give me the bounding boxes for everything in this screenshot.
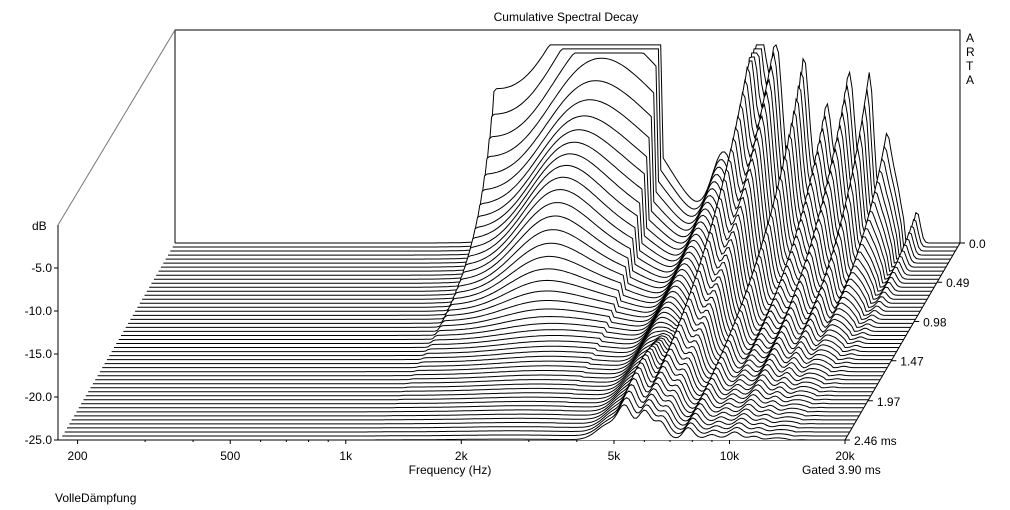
z-tick-label: 1.97 xyxy=(877,395,901,409)
x-tick-label: 20k xyxy=(835,449,855,463)
decay-slices xyxy=(60,43,960,441)
back-wall xyxy=(174,29,961,243)
z-tick-label: 0.0 xyxy=(969,237,986,251)
chart-title: Cumulative Spectral Decay xyxy=(494,10,639,24)
z-tick-label: 1.47 xyxy=(900,355,924,369)
x-tick-label: 5k xyxy=(608,449,622,463)
y-axis-label: dB xyxy=(32,219,47,233)
y-tick-label: -5.0 xyxy=(31,261,52,275)
footer-label: VolleDämpfung xyxy=(55,491,136,505)
left-top-edge xyxy=(57,29,176,226)
y-tick-label: -25.0 xyxy=(25,433,53,447)
gated-label: Gated 3.90 ms xyxy=(802,463,881,477)
time-axis-line xyxy=(844,242,961,441)
x-tick-label: 500 xyxy=(220,449,240,463)
x-tick-label: 200 xyxy=(68,449,88,463)
watermark-letter: T xyxy=(966,59,974,73)
watermark-letter: A xyxy=(966,31,974,45)
z-tick-label: 0.98 xyxy=(923,315,947,329)
watermark-letter: A xyxy=(966,73,974,87)
x-axis-label: Frequency (Hz) xyxy=(409,463,492,477)
x-tick-label: 1k xyxy=(339,449,353,463)
y-tick-label: -20.0 xyxy=(25,390,53,404)
y-tick-label: -10.0 xyxy=(25,304,53,318)
decay-slice xyxy=(60,404,845,441)
x-tick-label: 2k xyxy=(455,449,469,463)
z-tick-label: 2.46 ms xyxy=(854,434,897,448)
watermark-letter: R xyxy=(966,45,975,59)
y-tick-label: -15.0 xyxy=(25,347,53,361)
z-tick-label: 0.49 xyxy=(946,276,970,290)
x-tick-label: 10k xyxy=(720,449,740,463)
